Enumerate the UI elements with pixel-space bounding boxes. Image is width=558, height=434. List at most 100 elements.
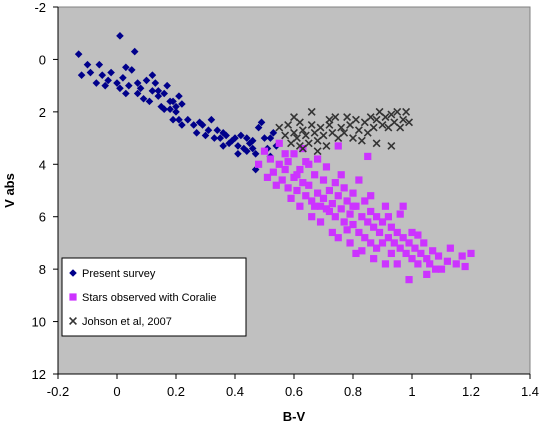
johnson-point: [290, 128, 298, 137]
coralie-point: [275, 139, 283, 147]
coralie-point: [296, 165, 304, 174]
x-tick-label: 0: [113, 384, 120, 399]
coralie-point: [346, 239, 354, 247]
johnson-point: [322, 141, 331, 150]
coralie-point: [281, 150, 289, 158]
coralie-point: [414, 231, 422, 239]
coralie-point: [393, 228, 401, 237]
coralie-point: [393, 260, 401, 268]
y-tick-label: 0: [39, 52, 46, 67]
present-survey-point: [175, 115, 183, 124]
coralie-point: [396, 244, 404, 252]
coralie-point: [322, 205, 331, 213]
present-survey-point: [207, 115, 216, 124]
coralie-point: [387, 223, 395, 231]
coralie-point: [373, 213, 381, 221]
johnson-point: [393, 107, 402, 116]
present-survey-point: [243, 147, 251, 155]
present-survey-point: [210, 134, 219, 142]
present-survey-point: [166, 105, 174, 114]
legend-marker: [69, 317, 77, 325]
present-survey-point: [228, 136, 236, 145]
coralie-point: [325, 186, 333, 195]
coralie-point: [308, 197, 316, 205]
coralie-point: [287, 194, 295, 202]
coralie-point: [263, 173, 272, 181]
coralie-point: [284, 184, 292, 192]
present-survey-point: [98, 71, 107, 79]
present-survey-point: [266, 134, 275, 142]
x-axis-title: B-V: [283, 409, 306, 424]
coralie-point: [272, 181, 280, 189]
coralie-point: [334, 234, 342, 242]
coralie-point: [437, 265, 446, 273]
johnson-point: [301, 131, 310, 140]
coralie-point: [364, 152, 372, 161]
present-survey-point: [184, 115, 192, 124]
coralie-point: [390, 239, 398, 247]
present-survey-point: [154, 92, 163, 100]
coralie-point: [458, 252, 466, 260]
present-survey-point: [92, 79, 101, 87]
legend-label: Present survey: [82, 268, 156, 280]
present-survey-point: [216, 134, 225, 142]
present-survey-point: [127, 66, 136, 74]
johnson-point: [325, 115, 334, 124]
coralie-point: [266, 155, 274, 163]
x-tick-label: 1.2: [462, 384, 480, 399]
coralie-point: [337, 205, 345, 213]
coralie-point: [278, 176, 286, 184]
present-survey-point: [163, 81, 171, 90]
present-survey-point: [139, 94, 148, 103]
coralie-point: [349, 189, 357, 197]
present-survey-point: [133, 89, 142, 98]
coralie-point: [381, 260, 390, 268]
johnson-point: [313, 147, 322, 156]
coralie-point: [423, 255, 431, 263]
present-survey-point: [154, 87, 163, 95]
johnson-point: [307, 107, 316, 116]
coralie-point: [432, 265, 440, 273]
coralie-point: [358, 247, 366, 255]
coralie-point: [378, 218, 387, 226]
coralie-point: [316, 202, 325, 210]
coralie-point: [302, 158, 310, 166]
johnson-point: [292, 134, 301, 143]
coralie-point: [461, 262, 469, 271]
x-tick-label: 0.8: [344, 384, 362, 399]
coralie-point: [355, 228, 363, 237]
present-survey-point: [189, 121, 198, 129]
coralie-point: [255, 160, 263, 168]
johnson-point: [378, 120, 387, 129]
x-tick-label: -0.2: [47, 384, 69, 399]
present-survey-point: [213, 126, 222, 135]
johnson-point: [369, 123, 378, 132]
coralie-point: [314, 155, 322, 163]
johnson-point: [316, 123, 325, 132]
coralie-point: [402, 249, 410, 258]
coralie-point: [337, 171, 345, 179]
coralie-point: [311, 171, 319, 179]
coralie-point: [429, 247, 437, 255]
johnson-point: [290, 113, 298, 122]
present-survey-point: [248, 136, 257, 145]
johnson-point: [357, 136, 366, 145]
coralie-point: [334, 142, 342, 150]
present-survey-point: [178, 100, 186, 108]
present-survey-point: [136, 84, 145, 93]
legend-label: Stars observed with Coralie: [82, 292, 217, 304]
present-survey-point: [243, 134, 251, 142]
coralie-point: [308, 213, 316, 221]
data-marks: [74, 32, 475, 284]
coralie-point: [260, 147, 269, 155]
johnson-point: [337, 123, 346, 132]
present-survey-point: [160, 89, 168, 98]
present-survey-point: [251, 165, 260, 174]
present-survey-point: [257, 118, 266, 127]
johnson-point: [295, 141, 304, 150]
x-tick-label: 0.6: [285, 384, 303, 399]
johnson-point: [396, 123, 405, 132]
coralie-point: [361, 234, 369, 242]
present-survey-point: [160, 105, 168, 114]
x-tick-label: 0.2: [167, 384, 185, 399]
